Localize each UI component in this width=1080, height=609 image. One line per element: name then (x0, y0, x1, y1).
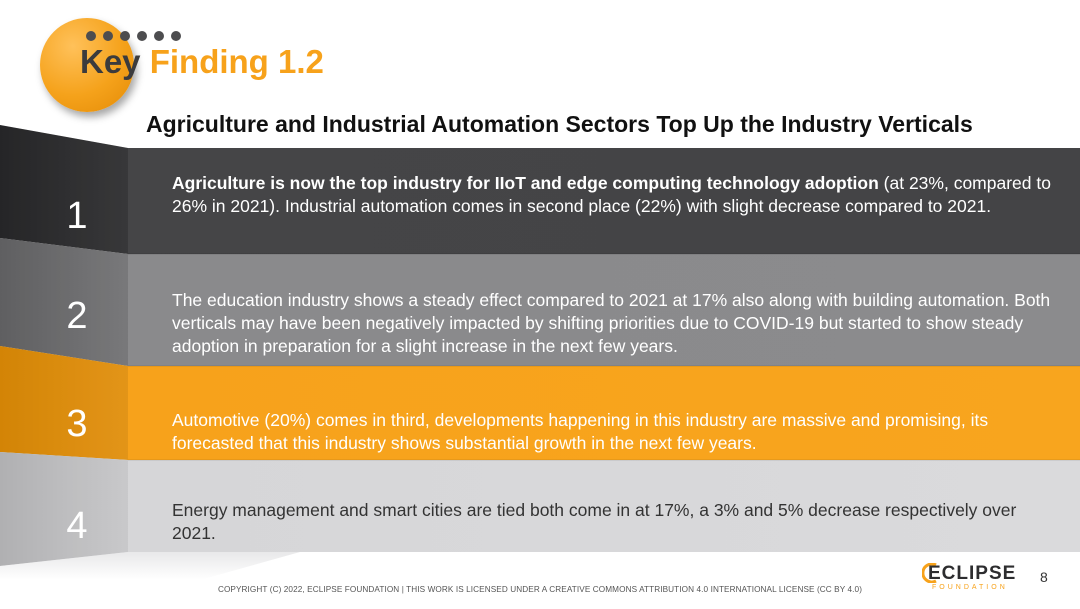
finding-text-1: Agriculture is now the top industry for … (172, 172, 1052, 218)
page-number: 8 (1040, 569, 1048, 585)
finding-number-3: 3 (66, 403, 88, 445)
finding-text-2: The education industry shows a steady ef… (172, 290, 1051, 356)
finding-text-3: Automotive (20%) comes in third, develop… (172, 410, 989, 453)
band-1 (0, 125, 1080, 254)
finding-number-4: 4 (66, 505, 88, 547)
logo-sub: FOUNDATION (932, 584, 1008, 591)
title-finding-label: Finding 1.2 (149, 43, 324, 80)
finding-number-1: 1 (66, 195, 88, 237)
band-2 (0, 238, 1080, 366)
page-subtitle: Agriculture and Industrial Automation Se… (146, 111, 973, 137)
finding-1-rest: (at 23%, compared to 26% in 2021). Indus… (172, 173, 1051, 216)
band-fade (0, 552, 300, 580)
copyright-notice: COPYRIGHT (C) 2022, ECLIPSE FOUNDATION |… (217, 585, 863, 594)
band-4 (0, 452, 1080, 566)
finding-1-bold: Agriculture is now the top industry for … (172, 173, 879, 193)
finding-number-2: 2 (66, 295, 88, 337)
finding-text-4: Energy management and smart cities are t… (172, 500, 1017, 543)
page-title: Key Finding 1.2 (80, 43, 324, 81)
band-3 (0, 346, 1080, 460)
eclipse-arc-icon (922, 563, 937, 583)
title-key-word: Key (80, 43, 141, 80)
header-dots (86, 31, 181, 41)
logo-word: ECLIPSE (928, 563, 1017, 584)
eclipse-logo: ECLIPSE FOUNDATION (922, 560, 1026, 594)
